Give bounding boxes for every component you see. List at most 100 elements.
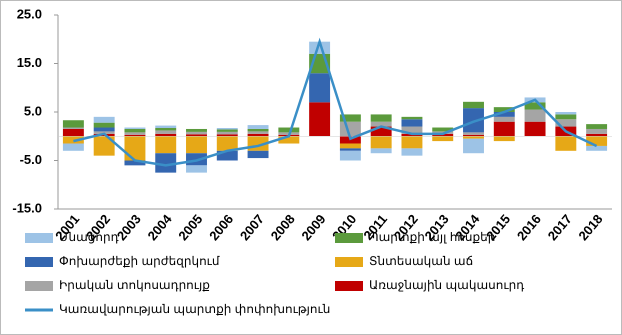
bar-segment — [247, 131, 269, 134]
bar-segment — [155, 136, 177, 154]
bar-segment — [124, 127, 146, 129]
bar-segment — [278, 127, 300, 133]
bar-segment — [524, 102, 546, 110]
bar-segment — [586, 128, 608, 134]
bar-segment — [124, 136, 146, 161]
bar-segment — [401, 126, 423, 134]
bar-segment — [370, 121, 392, 127]
bar-segment — [93, 122, 115, 128]
bar-segment — [155, 130, 177, 134]
bar-segment — [524, 109, 546, 122]
bar-segment — [124, 160, 146, 166]
bar-segment — [247, 125, 269, 129]
bar-segment — [432, 136, 454, 142]
y-tick-label: 5.0 — [24, 103, 42, 118]
bar-segment — [463, 101, 484, 109]
bar-segment — [124, 134, 146, 137]
bar-segment — [155, 128, 177, 131]
bar-segment — [370, 136, 392, 149]
y-tick-label: 25.0 — [17, 6, 42, 21]
bar-segment — [555, 119, 577, 127]
bar-segment — [309, 41, 331, 54]
legend-label: Մնացորդ — [59, 230, 119, 244]
bar-segment — [124, 132, 146, 135]
bar-segment — [93, 127, 115, 132]
bar-segment — [370, 126, 392, 137]
bar-segment — [216, 134, 238, 137]
bar-segment — [401, 136, 423, 149]
bar-segment — [463, 134, 484, 137]
bar-segment — [247, 128, 269, 132]
bar-segment — [463, 136, 484, 139]
bar-segment — [339, 150, 361, 161]
bar-segment — [401, 119, 423, 127]
bar-segment — [370, 148, 392, 154]
legend-label: Փոխարժեքի արժեզրկում — [59, 254, 220, 268]
bar-segment — [216, 136, 238, 151]
bar-segment — [555, 112, 577, 115]
legend-label: Իրական տոկոսադրույք — [59, 278, 210, 292]
y-tick-label: -15.0 — [12, 200, 42, 215]
bar-segment — [524, 121, 546, 137]
y-tick-label: 15.0 — [17, 55, 42, 70]
bar-segment — [493, 116, 515, 122]
bar-segment — [247, 150, 269, 159]
legend-swatch — [25, 257, 53, 267]
bar-segment — [463, 132, 484, 135]
bar-segment — [586, 133, 608, 137]
legend-label: Պարտքի այլ հոսքեր — [369, 230, 495, 244]
line — [73, 37, 598, 167]
bar-segment — [186, 134, 207, 137]
bar-segment — [401, 116, 423, 120]
bar-segment — [93, 116, 115, 123]
bar-segment — [124, 128, 146, 133]
bar-segment — [155, 125, 177, 129]
legend-swatch — [335, 257, 363, 267]
bar-segment — [186, 131, 207, 135]
bar-segment — [339, 121, 361, 137]
bar-segment — [555, 114, 577, 120]
bar-segment — [493, 112, 515, 117]
bar-segment — [186, 165, 207, 173]
bar-segment — [309, 102, 331, 137]
legend-label: Տնտեսական աճ — [369, 254, 473, 268]
bar-segment — [370, 114, 392, 122]
bar-segment — [278, 136, 300, 144]
legend-swatch — [335, 233, 363, 243]
bar-segment — [463, 138, 484, 154]
bar-segment — [216, 129, 238, 132]
bar-segment — [493, 107, 515, 112]
bar-segment — [309, 73, 331, 103]
legend-label: Առաջնային պակասուրդ — [369, 278, 524, 292]
bar-segment — [155, 133, 177, 137]
bar-segment — [432, 127, 454, 132]
bar-segment — [62, 128, 84, 137]
bar-segment — [186, 128, 207, 132]
bar-segment — [401, 148, 423, 156]
bar-segment — [555, 136, 577, 151]
y-tick-label: -5.0 — [20, 152, 42, 167]
legend-swatch — [25, 233, 53, 243]
bar-segment — [93, 136, 115, 156]
bar-segment — [216, 128, 238, 130]
bar-segment — [339, 143, 361, 149]
bar-segment — [493, 121, 515, 137]
bar-segment — [586, 145, 608, 151]
bar-segment — [339, 114, 361, 122]
bar-segment — [62, 127, 84, 129]
bar-segment — [247, 133, 269, 137]
bar-segment — [216, 131, 238, 135]
legend-label: Կառավարության պարտքի փոփոխություն — [59, 302, 330, 316]
bar-segment — [586, 124, 608, 129]
bar-segment — [186, 136, 207, 154]
bar-segment — [493, 136, 515, 142]
bar-segment — [62, 120, 84, 128]
bar-segment — [339, 148, 361, 151]
bar-segment — [62, 143, 84, 151]
bar-segment — [216, 150, 238, 161]
legend-swatch — [335, 281, 363, 291]
bar-segment — [586, 136, 608, 146]
legend-swatch — [25, 281, 53, 291]
bar-segment — [463, 108, 484, 133]
